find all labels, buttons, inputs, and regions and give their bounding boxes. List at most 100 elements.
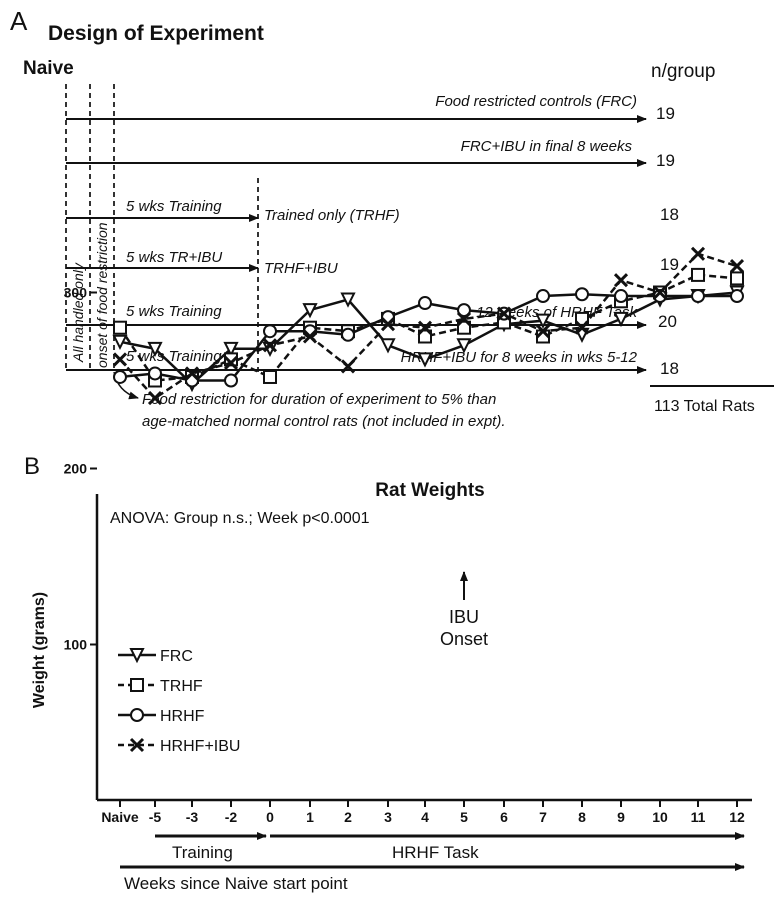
x-tick-label: 6 xyxy=(500,809,508,825)
total-label: 113 Total Rats xyxy=(654,398,755,415)
legend-item: TRHF xyxy=(118,678,203,695)
naive-label: Naive xyxy=(23,58,74,79)
x-tick-label: 7 xyxy=(539,809,547,825)
data-point xyxy=(340,292,356,308)
weeks-axis-label: Weeks since Naive start point xyxy=(124,874,348,893)
row-n: 19 xyxy=(656,151,675,170)
panel-a-title: Design of Experiment xyxy=(48,22,264,45)
data-point xyxy=(112,352,128,367)
row-group-label: FRC+IBU in final 8 weeks xyxy=(461,138,633,155)
x-tick-label: 1 xyxy=(306,809,314,825)
design-row-trhf: 5 wks Training Trained only (TRHF) 18 xyxy=(66,198,679,224)
data-point xyxy=(653,289,667,304)
data-point xyxy=(112,334,128,351)
data-point xyxy=(113,320,127,335)
data-point xyxy=(341,327,355,342)
data-point xyxy=(496,306,512,321)
x-tick-label: 2 xyxy=(344,809,352,825)
data-point xyxy=(730,271,744,286)
legend-label: TRHF xyxy=(160,678,203,695)
row-n: 20 xyxy=(658,312,677,331)
legend-item: HRHF+IBU xyxy=(118,737,240,755)
data-point xyxy=(380,338,396,354)
chart-subtitle: ANOVA: Group n.s.; Week p<0.0001 xyxy=(110,510,370,527)
legend-label: FRC xyxy=(160,648,193,665)
ibu-onset-label-line-1: IBU xyxy=(449,607,479,627)
legend-item: FRC xyxy=(118,648,193,665)
chart-legend: FRC TRHF HRHF HRHF+IBU xyxy=(118,648,240,755)
footnote-line-2: age-matched normal control rats (not inc… xyxy=(142,413,506,430)
y-axis-label: Weight (grams) xyxy=(31,592,48,708)
x-tick-label: 10 xyxy=(652,809,668,825)
chart-title: Rat Weights xyxy=(375,480,484,501)
data-point xyxy=(652,285,668,300)
y-tick-label: 200 xyxy=(64,461,88,477)
x-tick-label: -2 xyxy=(225,809,238,825)
data-point xyxy=(574,320,590,335)
data-point xyxy=(690,246,706,261)
data-point xyxy=(535,313,551,329)
data-point xyxy=(613,273,629,288)
row-training-label: 5 wks Training xyxy=(126,198,222,215)
x-tick-label: 12 xyxy=(729,809,745,825)
panel-b-letter: B xyxy=(24,453,40,480)
y-tick-label: 100 xyxy=(64,637,88,653)
legend-item: HRHF xyxy=(118,708,205,725)
data-point xyxy=(223,355,239,370)
data-point xyxy=(691,267,705,282)
x-tick-label: 11 xyxy=(691,809,706,825)
data-point xyxy=(417,320,433,335)
legend-marker xyxy=(130,708,144,722)
row-group-label: Food restricted controls (FRC) xyxy=(435,93,637,110)
x-tick-label: -5 xyxy=(149,809,162,825)
data-point xyxy=(418,329,432,344)
row-training-label: 5 wks Training xyxy=(126,303,222,320)
data-point xyxy=(457,320,471,335)
panel-a-letter: A xyxy=(10,6,28,36)
data-point xyxy=(575,311,589,326)
data-point xyxy=(730,289,744,304)
design-row-hrhf-ibu: 5 wks Training HRHF+IBU for 8 weeks in w… xyxy=(66,348,679,378)
data-point xyxy=(263,369,277,384)
data-point xyxy=(417,352,433,368)
x-tick-label: 4 xyxy=(421,809,429,825)
legend-marker xyxy=(130,678,144,692)
vertical-label-food-restriction: onset of food restriction xyxy=(94,222,110,368)
x-tick-label: 0 xyxy=(266,809,274,825)
y-tick-label: 300 xyxy=(64,285,88,301)
design-row-frc-ibu: FRC+IBU in final 8 weeks 19 xyxy=(66,138,675,170)
data-point xyxy=(536,289,550,304)
row-group-label: HRHF+IBU for 8 weeks in wks 5-12 xyxy=(401,349,638,366)
data-point xyxy=(262,338,278,353)
data-point xyxy=(223,341,239,358)
legend-label: HRHF+IBU xyxy=(160,738,240,755)
x-tick-label: 5 xyxy=(460,809,468,825)
x-tick-label: 9 xyxy=(617,809,625,825)
row-n: 18 xyxy=(660,359,679,378)
data-point xyxy=(613,311,629,328)
legend-marker xyxy=(129,737,145,753)
data-point xyxy=(302,303,318,319)
data-point xyxy=(224,373,238,388)
chart-series xyxy=(112,246,745,406)
data-point xyxy=(456,311,472,326)
data-point xyxy=(340,359,356,374)
data-point xyxy=(113,369,127,384)
legend-marker xyxy=(129,648,145,664)
data-point xyxy=(729,259,745,274)
data-point xyxy=(302,329,318,344)
panel-a: A Design of Experiment Naive n/group All… xyxy=(10,6,774,430)
data-point xyxy=(575,287,589,302)
data-point xyxy=(456,338,472,354)
data-point xyxy=(147,341,163,358)
data-point xyxy=(691,289,705,304)
task-phase-label: HRHF Task xyxy=(392,843,479,862)
data-point xyxy=(184,366,200,381)
panel-b: B Rat Weights ANOVA: Group n.s.; Week p<… xyxy=(24,246,752,893)
data-point xyxy=(457,303,471,318)
data-point xyxy=(147,391,163,406)
design-row-trhf-ibu: 5 wks TR+IBU TRHF+IBU 19 xyxy=(66,249,679,277)
legend-label: HRHF xyxy=(160,708,205,725)
